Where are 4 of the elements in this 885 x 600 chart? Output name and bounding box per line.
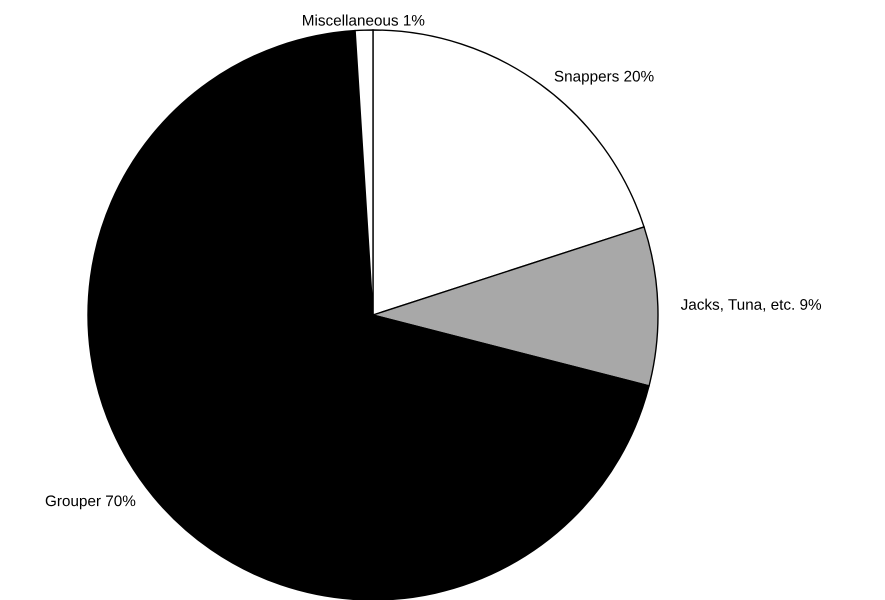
slice-label: Jacks, Tuna, etc. 9% bbox=[680, 298, 822, 312]
slice-label: Miscellaneous 1% bbox=[303, 14, 424, 26]
slice-label: Snappers 20% bbox=[554, 70, 654, 85]
slice-label: Grouper 70% bbox=[46, 495, 136, 510]
